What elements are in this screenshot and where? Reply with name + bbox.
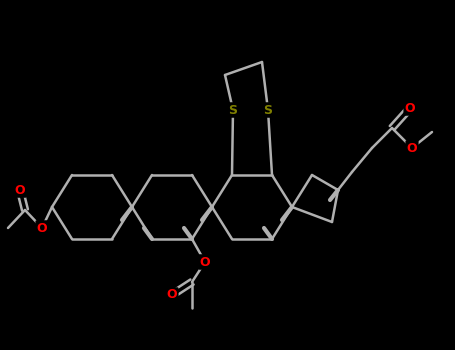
Text: O: O xyxy=(167,288,177,301)
Text: O: O xyxy=(404,102,415,114)
Text: O: O xyxy=(407,141,417,154)
Text: S: S xyxy=(228,104,238,117)
Text: O: O xyxy=(15,183,25,196)
Text: O: O xyxy=(37,222,47,235)
Text: S: S xyxy=(263,104,273,117)
Text: O: O xyxy=(200,256,210,268)
